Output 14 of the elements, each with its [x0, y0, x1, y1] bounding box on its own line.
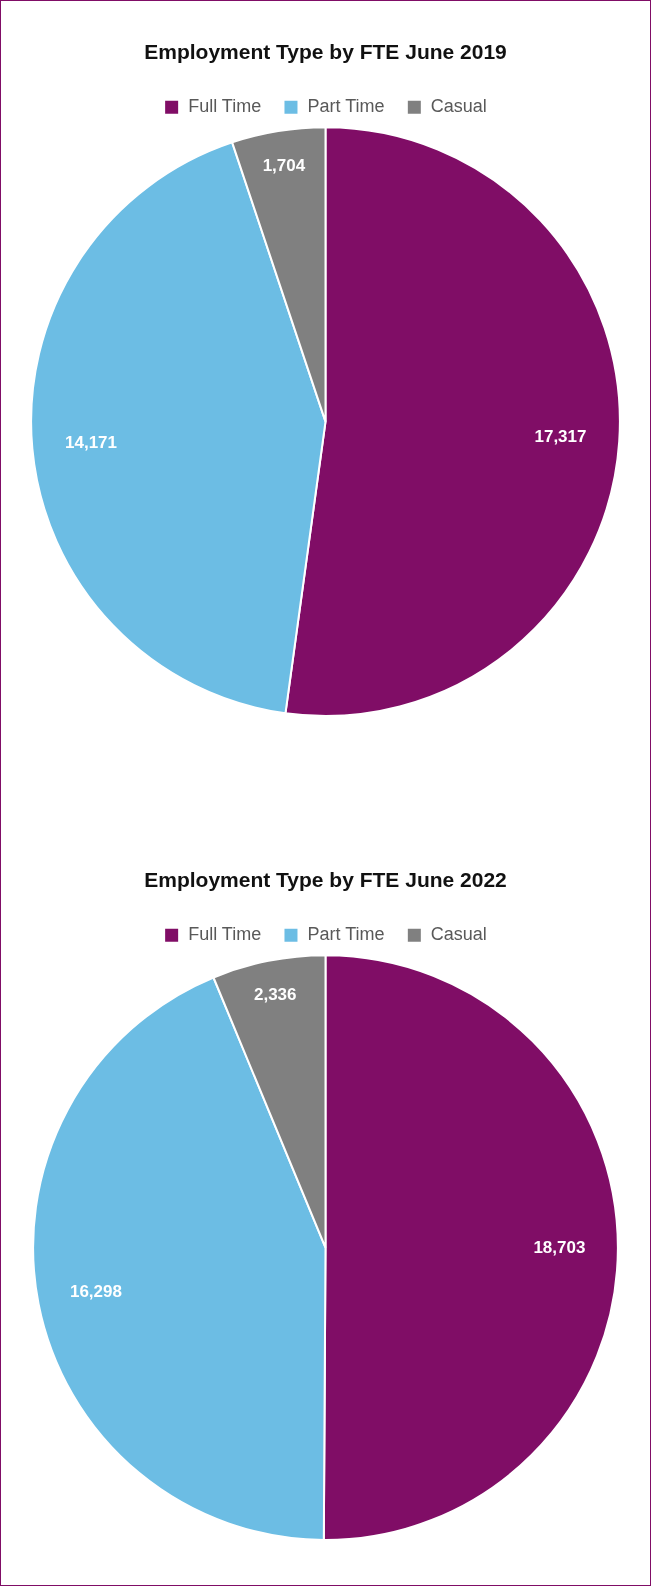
data-label: 1,704: [262, 155, 306, 175]
data-label: 2,336: [253, 984, 297, 1004]
legend-label: Part Time: [307, 96, 385, 117]
chart-title: Employment Type by FTE June 2019: [144, 40, 507, 64]
data-label: 17,317: [534, 427, 587, 447]
chart-title: Employment Type by FTE June 2022: [144, 868, 507, 892]
legend-label: Full Time: [188, 96, 262, 117]
data-label: 18,703: [533, 1237, 586, 1257]
data-label: 16,298: [69, 1282, 122, 1302]
data-label: 14,171: [65, 433, 117, 453]
legend-label: Full Time: [188, 924, 262, 945]
legend-label: Casual: [430, 924, 487, 945]
legend-label: Casual: [430, 96, 487, 117]
legend-label: Part Time: [307, 924, 385, 945]
